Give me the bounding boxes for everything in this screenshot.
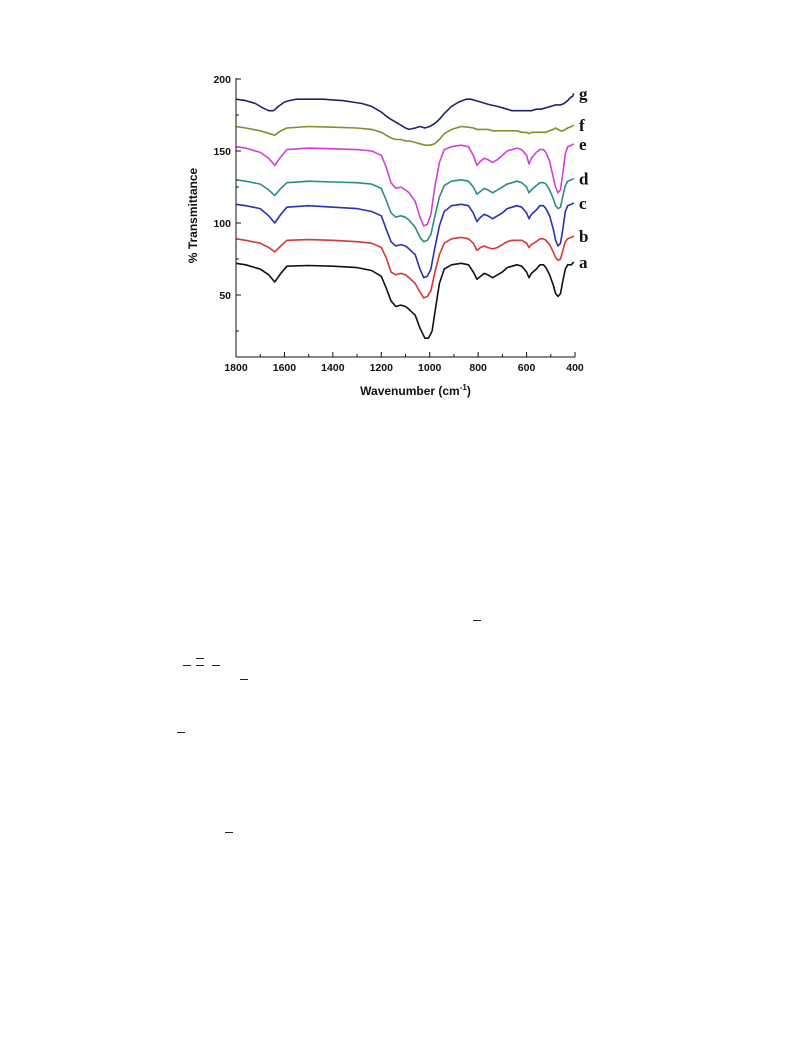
series-line-d (235, 177, 575, 243)
series-label-b: b (579, 227, 588, 246)
series-line-b (235, 235, 575, 299)
series-line-f (235, 124, 575, 146)
series-label-c: c (579, 194, 587, 213)
text-equals (196, 658, 204, 666)
ftir-line-chart: 50 100 150 200 1800 1600 1400 1200 1000 800 600 400… (186, 74, 589, 398)
y-axis-title: % Transmittance (186, 167, 200, 263)
x-tick-label: 1800 (224, 362, 248, 374)
x-tick-label: 600 (518, 362, 536, 374)
series-line-a (235, 261, 575, 339)
series-line-c (235, 202, 575, 279)
text-dash-6 (225, 832, 233, 833)
x-tick-label: 400 (566, 362, 584, 374)
series-label-d: d (579, 169, 589, 188)
x-tick-label: 1400 (321, 362, 345, 374)
x-tick-label: 1000 (418, 362, 442, 374)
text-dash-4 (240, 679, 248, 680)
series-label-f: f (579, 116, 585, 135)
x-tick-label: 800 (469, 362, 487, 374)
series-label-g: g (579, 84, 588, 103)
x-tick-label: 1600 (273, 362, 297, 374)
y-tick-label: 50 (219, 290, 231, 302)
text-dash-3 (212, 665, 220, 666)
y-tick-label: 100 (213, 218, 231, 230)
text-dash-1 (473, 620, 481, 621)
text-dash-2 (183, 665, 191, 666)
series-line-e (235, 143, 575, 227)
series-label-e: e (579, 135, 587, 154)
axes: 50 100 150 200 1800 1600 1400 1200 1000 800 600 400 (213, 74, 583, 374)
plot-area (235, 93, 575, 339)
x-axis-title: Wavenumber (cm-1) (360, 383, 471, 398)
text-dash-5 (177, 732, 185, 733)
y-tick-label: 200 (213, 74, 231, 86)
x-tick-label: 1200 (370, 362, 394, 374)
y-tick-label: 150 (213, 146, 231, 158)
series-label-a: a (579, 253, 588, 272)
series-line-g (235, 93, 575, 131)
